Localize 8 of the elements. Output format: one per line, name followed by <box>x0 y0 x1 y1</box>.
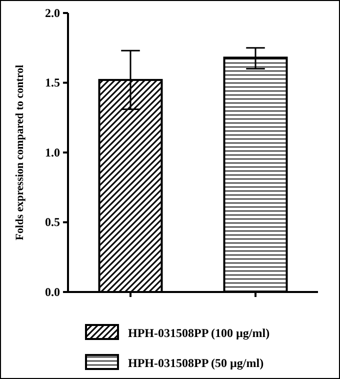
legend-label: HPH-031508PP (100 µg/ml) <box>128 326 270 340</box>
y-tick-label: 2.0 <box>45 6 60 20</box>
y-tick-label: 1.5 <box>45 76 60 90</box>
y-axis-title: Folds expression compared to control <box>14 64 26 240</box>
y-tick-label: 1.0 <box>45 145 60 160</box>
legend-label: HPH-031508PP (50 µg/ml) <box>128 356 264 370</box>
y-tick-label: 0.0 <box>45 284 60 299</box>
y-tick-label: 0.5 <box>45 215 60 230</box>
